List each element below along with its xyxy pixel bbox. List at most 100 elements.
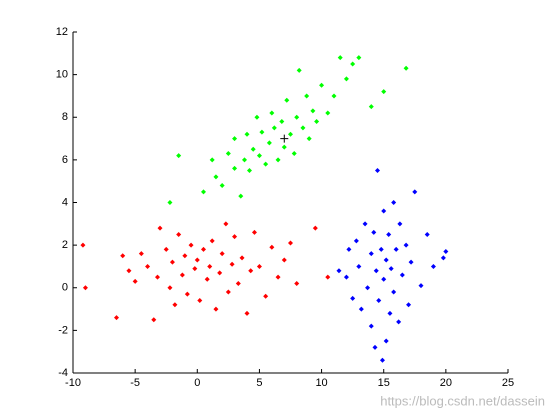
point — [244, 310, 250, 316]
point — [304, 93, 310, 99]
watermark: https://blog.csdn.net/dassein — [380, 393, 545, 408]
point — [412, 189, 418, 195]
point — [391, 200, 397, 205]
point — [120, 253, 126, 259]
point — [167, 200, 173, 205]
y-tick-label: 0 — [62, 282, 68, 294]
point — [368, 323, 374, 329]
point — [246, 168, 252, 174]
point — [179, 272, 185, 278]
point — [217, 270, 223, 276]
point — [251, 229, 257, 235]
point — [314, 119, 320, 125]
point — [378, 246, 384, 252]
point — [239, 255, 245, 261]
point — [300, 125, 306, 131]
x-tick-label: 15 — [378, 377, 390, 389]
point — [132, 278, 138, 284]
point — [353, 238, 359, 244]
x-tick-label: 0 — [194, 377, 200, 389]
point — [229, 261, 235, 267]
point — [188, 242, 194, 248]
point — [219, 182, 225, 188]
point — [424, 231, 430, 237]
point — [80, 242, 86, 248]
y-tick-label: -2 — [58, 324, 68, 336]
point — [310, 108, 316, 114]
point — [275, 274, 281, 280]
y-tick-label: 12 — [56, 26, 68, 38]
point — [376, 298, 382, 304]
point — [288, 240, 293, 246]
point — [235, 280, 241, 286]
point — [204, 276, 210, 282]
y-tick-label: 2 — [62, 239, 68, 251]
point — [350, 295, 356, 301]
point — [381, 276, 387, 282]
point — [291, 150, 297, 156]
point — [192, 266, 198, 272]
point — [256, 153, 262, 159]
point — [184, 291, 190, 297]
point — [312, 225, 318, 231]
point — [145, 263, 151, 269]
point — [284, 97, 290, 103]
y-tick-label: 6 — [62, 154, 68, 166]
y-tick-label: 4 — [62, 196, 68, 208]
point — [256, 263, 262, 269]
point — [194, 257, 200, 263]
point — [379, 357, 385, 363]
x-tick-label: 20 — [440, 377, 452, 389]
point — [259, 129, 265, 135]
point — [182, 253, 188, 259]
point — [209, 157, 215, 163]
point — [388, 266, 394, 272]
point — [443, 249, 449, 255]
point — [331, 93, 337, 99]
point — [279, 119, 285, 125]
point — [403, 242, 409, 248]
point — [325, 274, 331, 280]
point — [244, 131, 250, 137]
point — [201, 189, 206, 195]
point — [172, 302, 178, 308]
point — [296, 67, 302, 73]
point — [430, 263, 436, 269]
point — [82, 285, 88, 291]
point — [403, 65, 409, 71]
point — [219, 251, 225, 257]
point — [396, 319, 402, 325]
point — [225, 150, 231, 156]
point — [358, 306, 364, 312]
point — [281, 144, 287, 150]
point — [383, 257, 389, 263]
point — [263, 161, 269, 167]
point — [356, 263, 362, 269]
point — [288, 131, 293, 137]
point — [209, 238, 215, 244]
point — [201, 246, 206, 252]
point — [365, 285, 371, 291]
point — [306, 136, 312, 142]
point — [294, 114, 300, 120]
point — [176, 153, 182, 159]
point — [207, 263, 213, 269]
point — [275, 157, 281, 163]
point — [368, 104, 374, 110]
x-tick-label: -5 — [130, 377, 140, 389]
point — [391, 289, 397, 295]
point — [263, 293, 269, 299]
point — [126, 268, 132, 274]
x-tick-label: -10 — [65, 377, 81, 389]
point — [223, 221, 229, 227]
point — [343, 76, 349, 82]
point — [281, 257, 287, 263]
y-tick-label: 8 — [62, 111, 68, 123]
point — [397, 221, 403, 227]
point — [232, 136, 238, 142]
point — [343, 274, 349, 280]
point — [250, 146, 256, 152]
centroid — [280, 134, 289, 143]
point — [387, 310, 393, 316]
